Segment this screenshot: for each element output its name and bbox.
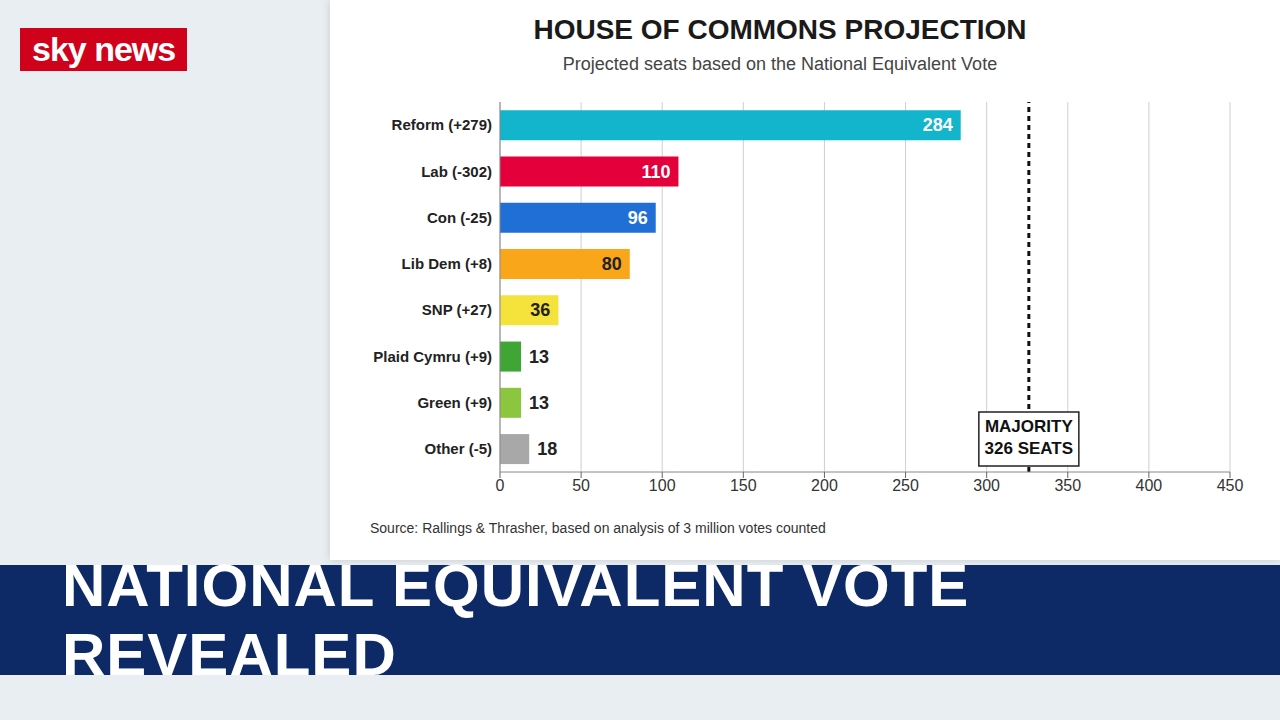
html-text:Projected seats based on the N: Projected seats based on the National Eq… (562, 54, 998, 74)
html-text:NATIONAL EQUIVALENT VOTE REVEA: NATIONAL EQUIVALENT VOTE REVEALED (62, 552, 970, 688)
svg-text:200: 200 (811, 477, 838, 494)
svg-text:13: 13 (529, 347, 549, 367)
svg-text:96: 96 (628, 208, 648, 228)
svg-text:Reform (+279): Reform (+279) (392, 116, 492, 133)
svg-text:350: 350 (1054, 477, 1081, 494)
svg-text:Lab (-302): Lab (-302) (421, 163, 492, 180)
svg-text:150: 150 (730, 477, 757, 494)
svg-text:SNP (+27): SNP (+27) (422, 301, 492, 318)
svg-text:18: 18 (537, 439, 557, 459)
svg-text:Other (-5): Other (-5) (425, 440, 493, 457)
svg-text:110: 110 (641, 162, 670, 182)
svg-text:Lib Dem (+8): Lib Dem (+8) (402, 255, 492, 272)
svg-text:300: 300 (973, 477, 1000, 494)
svg-text:400: 400 (1136, 477, 1163, 494)
svg-text:450: 450 (1217, 477, 1244, 494)
svg-text:Con (-25): Con (-25) (427, 209, 492, 226)
svg-text:284: 284 (923, 115, 953, 135)
svg-text:0: 0 (496, 477, 505, 494)
svg-text:13: 13 (529, 393, 549, 413)
svg-text:Green (+9): Green (+9) (417, 394, 492, 411)
svg-text:50: 50 (572, 477, 590, 494)
html-text:sky news: sky news (32, 30, 176, 68)
svg-text:100: 100 (649, 477, 676, 494)
html-text:HOUSE OF COMMONS PROJECTION: HOUSE OF COMMONS PROJECTION (533, 14, 1027, 45)
svg-text:250: 250 (892, 477, 919, 494)
svg-text:326 SEATS: 326 SEATS (985, 439, 1074, 458)
svg-text:Plaid Cymru (+9): Plaid Cymru (+9) (373, 348, 492, 365)
html-text:Source: Rallings & Thrasher, b: Source: Rallings & Thrasher, based on an… (370, 520, 826, 536)
svg-text:80: 80 (602, 254, 622, 274)
svg-text:MAJORITY: MAJORITY (985, 417, 1074, 436)
svg-text:36: 36 (530, 300, 550, 320)
